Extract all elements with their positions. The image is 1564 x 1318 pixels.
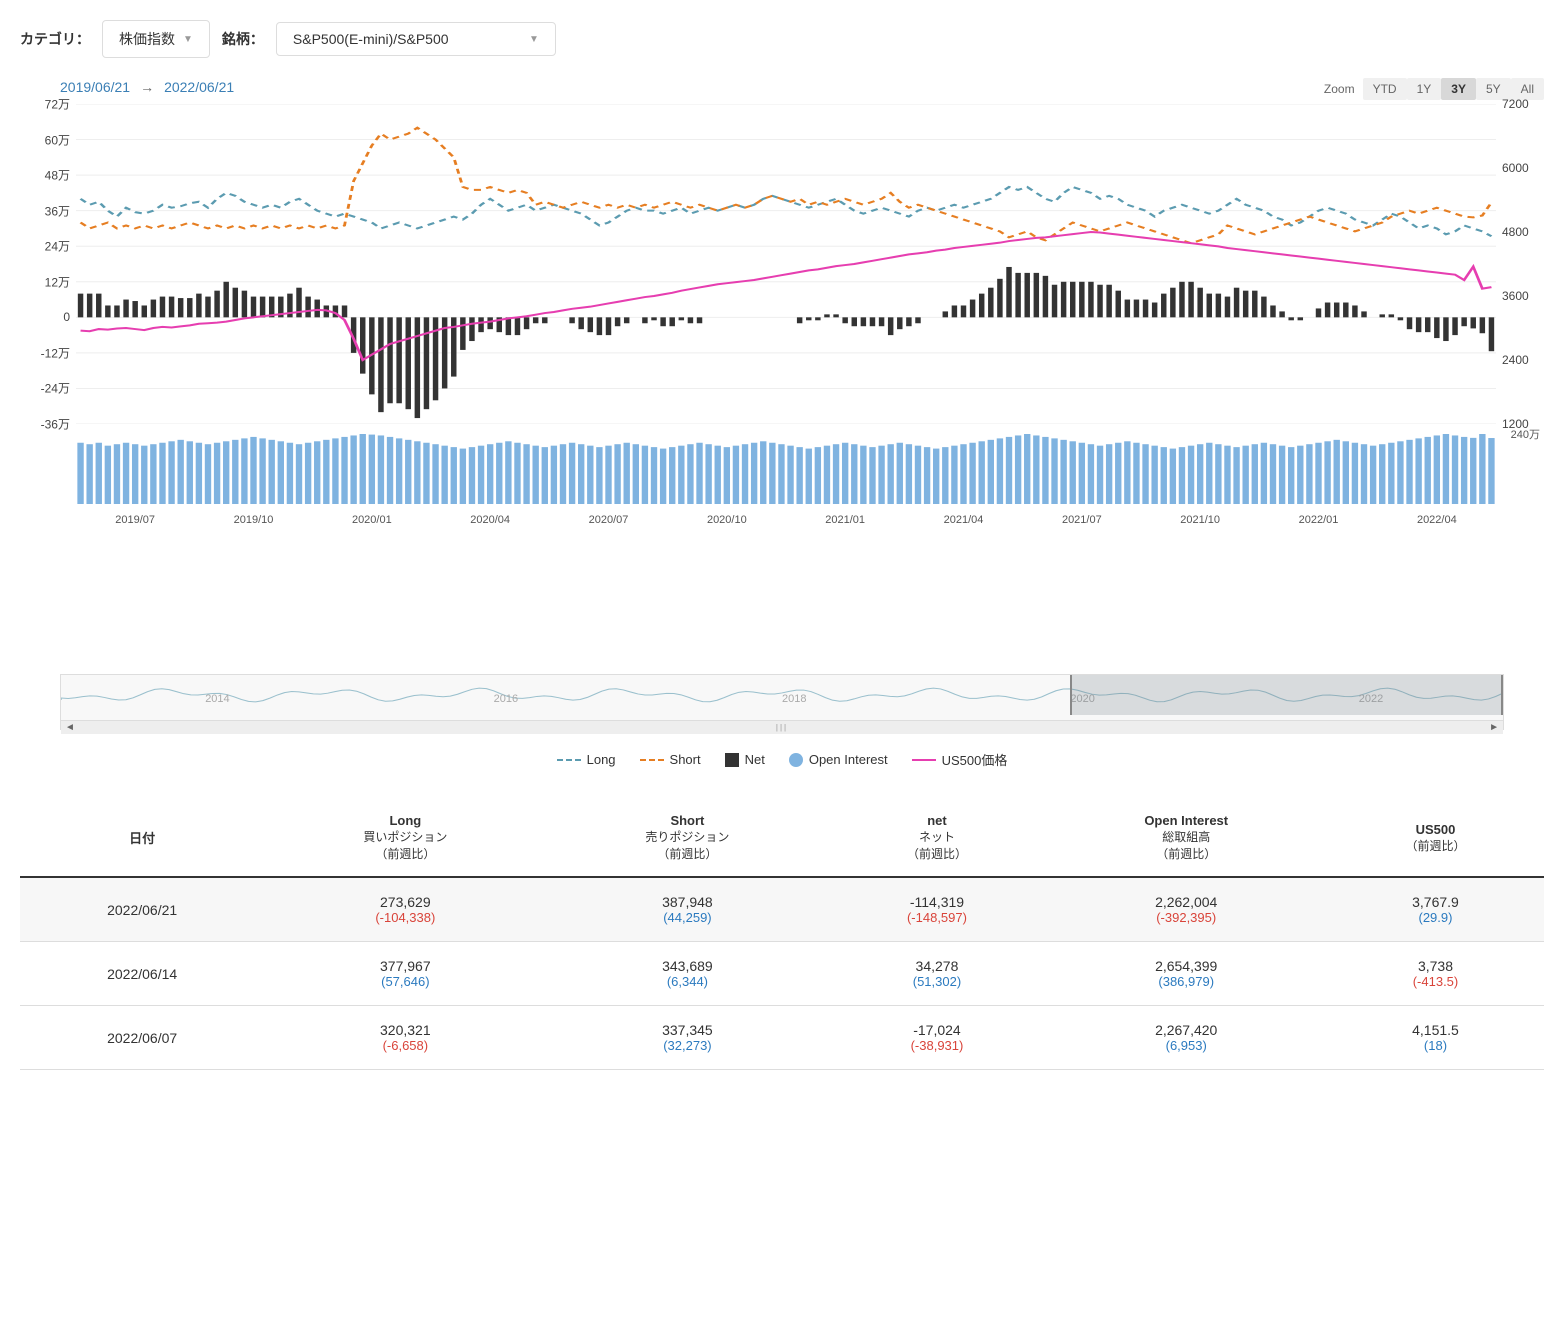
oi-ytick: 240万 [1511,426,1540,442]
table-header: Short売りポジション（前週比） [546,799,828,877]
legend-long[interactable]: Long [557,750,616,769]
nav-left-button[interactable]: ◄ [61,722,79,733]
symbol-dropdown[interactable]: S&P500(E-mini)/S&P500 ▼ [276,22,556,56]
category-value: 株価指数 [119,29,175,49]
table-header: US500（前週比） [1327,799,1544,877]
legend-short[interactable]: Short [640,750,701,769]
symbol-value: S&P500(E-mini)/S&P500 [293,31,521,47]
chevron-down-icon: ▼ [529,34,539,45]
zoom-label: Zoom [1324,82,1355,96]
data-table: 日付Long買いポジション（前週比）Short売りポジション（前週比）netネッ… [20,799,1544,1070]
arrow-icon: → [140,79,154,95]
table-header: Long買いポジション（前週比） [264,799,546,877]
date-to[interactable]: 2022/06/21 [164,79,234,95]
oi-chart: 240万 [76,434,1496,504]
legend: Long Short Net Open Interest US500価格 [20,750,1544,769]
table-row: 2022/06/07320,321(-6,658)337,345(32,273)… [20,1006,1544,1070]
table-header: Open Interest総取組高（前週比） [1045,799,1327,877]
y-axis-left: -36万-24万-12万012万24万36万48万60万72万 [20,104,76,424]
legend-us500[interactable]: US500価格 [912,750,1008,769]
date-from[interactable]: 2019/06/21 [60,79,130,95]
zoom-ytd-button[interactable]: YTD [1363,78,1407,100]
main-chart[interactable]: -36万-24万-12万012万24万36万48万60万72万 12002400… [20,104,1544,544]
zoom-3y-button[interactable]: 3Y [1441,78,1476,100]
zoom-1y-button[interactable]: 1Y [1407,78,1442,100]
chart-area: -36万-24万-12万012万24万36万48万60万72万 12002400… [20,104,1544,664]
category-label: カテゴリ： [20,29,90,49]
navigator-selection[interactable] [1070,675,1503,715]
y-axis-right: 120024003600480060007200 [1496,104,1544,424]
category-dropdown[interactable]: 株価指数 ▼ [102,20,210,58]
x-axis: 2019/072019/102020/012020/042020/072020/… [76,514,1496,544]
nav-right-button[interactable]: ► [1485,722,1503,733]
table-header: 日付 [20,799,264,877]
symbol-label: 銘柄： [222,29,264,49]
table-row: 2022/06/21273,629(-104,338)387,948(44,25… [20,877,1544,942]
chevron-down-icon: ▼ [183,34,193,45]
legend-net[interactable]: Net [725,750,765,769]
nav-grip-icon[interactable]: ||| [79,723,1485,732]
legend-oi[interactable]: Open Interest [789,750,888,769]
plot-area[interactable] [76,104,1496,424]
table-header: netネット（前週比） [828,799,1045,877]
navigator[interactable]: 20142016201820202022 ◄ ||| ► [60,674,1504,730]
date-range: 2019/06/21 → 2022/06/21 [60,79,234,95]
table-row: 2022/06/14377,967(57,646)343,689(6,344)3… [20,942,1544,1006]
